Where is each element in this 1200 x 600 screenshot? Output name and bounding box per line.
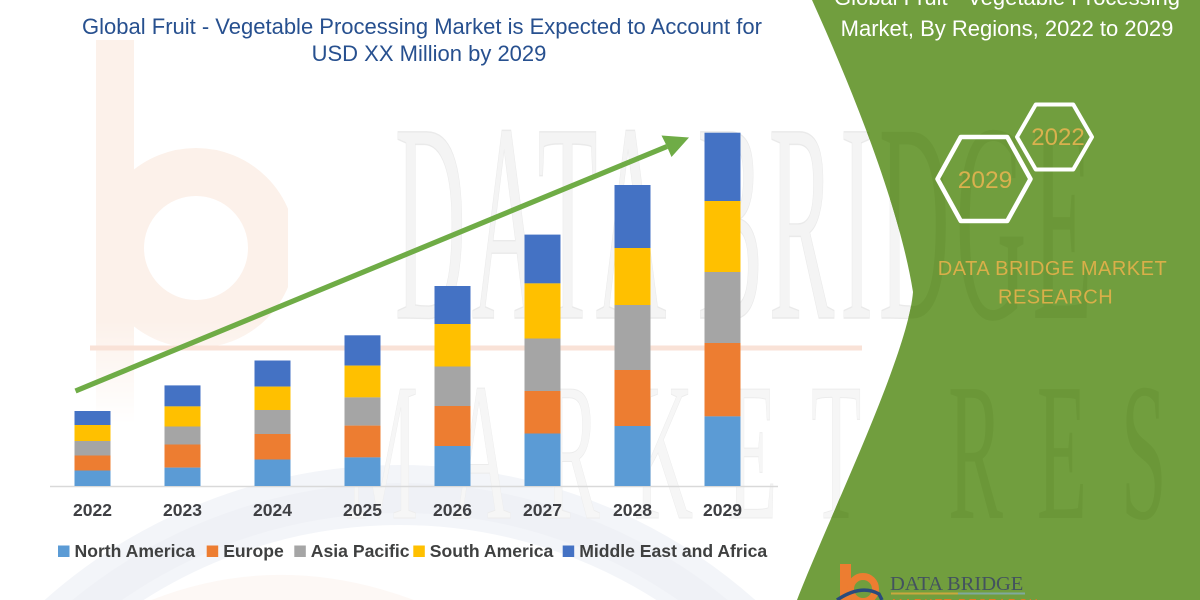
svg-text:South America: South America <box>430 541 554 561</box>
svg-text:2029: 2029 <box>703 500 742 520</box>
svg-text:USD XX Million by 2029: USD XX Million by 2029 <box>312 41 547 66</box>
svg-text:2023: 2023 <box>163 500 202 520</box>
svg-text:Middle East and Africa: Middle East and Africa <box>579 541 767 561</box>
svg-text:2025: 2025 <box>343 500 382 520</box>
svg-text:North America: North America <box>75 541 196 561</box>
svg-text:Global Fruit - Vegetable Proce: Global Fruit - Vegetable Processing Mark… <box>82 14 762 39</box>
svg-text:2027: 2027 <box>523 500 562 520</box>
svg-text:DATA BRIDGE: DATA BRIDGE <box>890 573 1023 595</box>
svg-text:2029: 2029 <box>958 167 1013 194</box>
svg-text:MARKET RESEARCH: MARKET RESEARCH <box>892 597 1039 600</box>
svg-text:2028: 2028 <box>613 500 652 520</box>
svg-text:2022: 2022 <box>1031 124 1084 151</box>
svg-text:2022: 2022 <box>73 500 112 520</box>
svg-text:Global Fruit - Vegetable Proce: Global Fruit - Vegetable Processing <box>834 0 1180 10</box>
svg-text:2026: 2026 <box>433 500 472 520</box>
svg-text:DATA BRIDGE MARKET: DATA BRIDGE MARKET <box>938 258 1167 280</box>
svg-text:Asia Pacific: Asia Pacific <box>311 541 410 561</box>
svg-text:2024: 2024 <box>253 500 292 520</box>
svg-text:Market, By Regions, 2022 to 20: Market, By Regions, 2022 to 2029 <box>841 16 1174 41</box>
svg-text:Europe: Europe <box>223 541 284 561</box>
svg-text:RESEARCH: RESEARCH <box>998 287 1113 309</box>
